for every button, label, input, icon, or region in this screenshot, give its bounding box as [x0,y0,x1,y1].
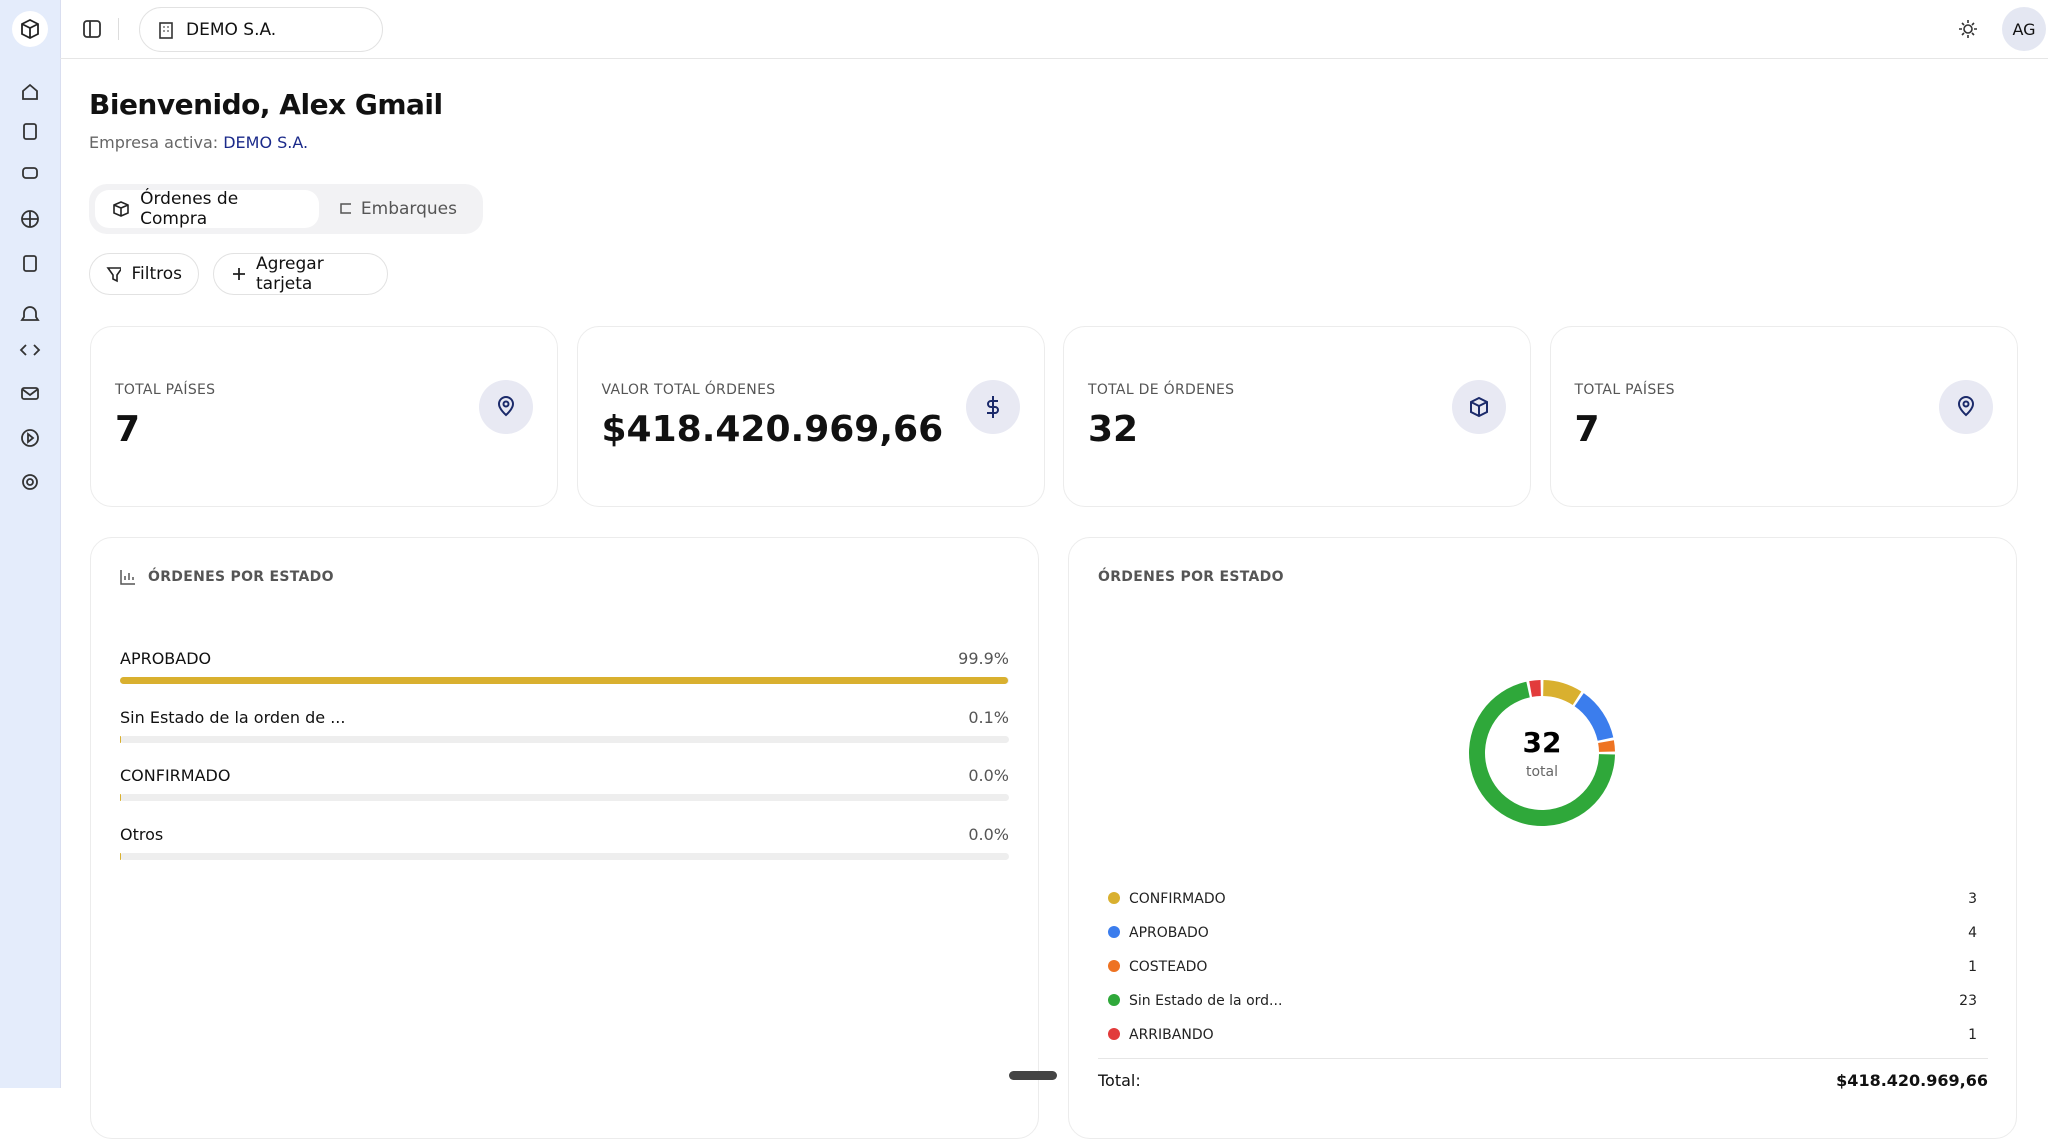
bar [120,852,121,860]
chart-title: ÓRDENES POR ESTADO [148,569,334,585]
total-value: $418.420.969,66 [1836,1071,1988,1090]
bar [120,794,121,801]
subtitle: Empresa activa: DEMO S.A. [89,133,308,152]
stat-value: 7 [115,409,141,450]
donut-card: ÓRDENES POR ESTADO CONFIRMADO 3 APROBADO 4 C… [1068,537,2017,1139]
chart-title: ÓRDENES POR ESTADO [1098,569,1284,585]
legend-value: 1 [1968,959,1977,975]
stat-card: TOTAL DE ÓRDENES 32 [1063,326,1531,507]
legend-dot [1108,994,1120,1006]
legend-dot [1108,926,1120,938]
bar-track [120,794,1009,801]
bar-track [120,852,1009,860]
legend-value: 3 [1968,891,1977,907]
stat-label: VALOR TOTAL ÓRDENES [601,382,776,398]
stat-card: VALOR TOTAL ÓRDENES $418.420.969,66 [576,326,1045,507]
legend-value: 23 [1959,993,1977,1009]
total-label: Total: [1098,1071,1141,1090]
legend-label: Sin Estado de la ord... [1129,993,1282,1009]
tab-label: Órdenes de Compra [140,189,239,229]
company-name: DEMO S.A. [186,19,277,40]
toggle-sidebar[interactable] [82,19,102,39]
row-value: 99.9% [958,649,1009,668]
bar [120,735,121,743]
legend-label: COSTEADO [1129,959,1207,975]
legend-label: APROBADO [1129,925,1209,941]
row-value: 0.0% [968,766,1009,785]
button-label: Agregar tarjeta [256,254,324,294]
legend-dot [1108,960,1120,972]
avatar[interactable]: AG [2002,7,2046,51]
theme-toggle[interactable] [1958,19,1978,39]
bar-track [120,677,1009,684]
stat-label: TOTAL DE ÓRDENES [1088,382,1235,398]
row-label: Sin Estado de la orden de ... [120,707,346,727]
legend-label: ARRIBANDO [1129,1027,1214,1043]
add-card-button[interactable]: Agregar tarjeta [213,253,388,295]
active-company: DEMO S.A. [223,133,309,152]
tab-active[interactable]: Órdenes de Compra [95,189,319,229]
donut-segment [1529,680,1541,697]
stat-icon [1452,380,1506,434]
sidebar [0,0,61,1088]
center-value: 32 [1523,726,1562,759]
donut-chart: CONFIRMADO 3 APROBADO 4 COSTEADO 1 Sin Estado … [1108,680,1977,1043]
row-value: 0.1% [968,707,1009,727]
legend-dot [1108,1028,1120,1040]
stat-value: 7 [1574,409,1600,450]
legend-dot [1108,892,1120,904]
donut-segment [1598,740,1615,752]
legend-value: 4 [1968,925,1977,941]
stat-label: TOTAL PAÍSES [1574,382,1675,398]
top-bar: DEMO S.A. AG [60,0,2048,59]
legend-label: CONFIRMADO [1129,891,1226,907]
welcome-title: Bienvenido, Alex Gmail [89,88,443,121]
stat-value: $418.420.969,66 [601,409,944,450]
stat-value: 32 [1088,409,1139,450]
stat-icon [479,380,533,434]
stat-card: TOTAL PAÍSES 7 [90,326,558,507]
button-label: Filtros [131,264,182,284]
tab-label: Embarques [360,199,457,219]
donut-segment [1543,680,1582,705]
sidebar-icons [12,11,48,490]
legend-value: 1 [1968,1027,1977,1043]
stat-label: TOTAL PAÍSES [115,382,216,398]
row-value: 0.0% [968,824,1009,844]
subtitle-label: Empresa activa: [89,133,219,152]
bar-track [120,735,1009,743]
filters-button[interactable]: Filtros [89,253,199,295]
company-selector[interactable]: DEMO S.A. [139,7,383,52]
stat-icon [965,380,1020,434]
bar-card: ÓRDENES POR ESTADO APROBADO 99.9% Sin Esta… [90,537,1039,1139]
stat-card: TOTAL PAÍSES 7 [1549,326,2018,507]
tab[interactable]: Embarques [323,190,473,228]
row-label: CONFIRMADO [120,766,231,785]
row-label: APROBADO [120,649,212,668]
bar [120,677,1009,684]
center-label: total [1526,764,1558,780]
stat-icon [1938,380,1993,434]
donut-segment [1574,693,1614,741]
scroll-handle [1009,1071,1057,1080]
row-label: Otros [120,824,164,844]
